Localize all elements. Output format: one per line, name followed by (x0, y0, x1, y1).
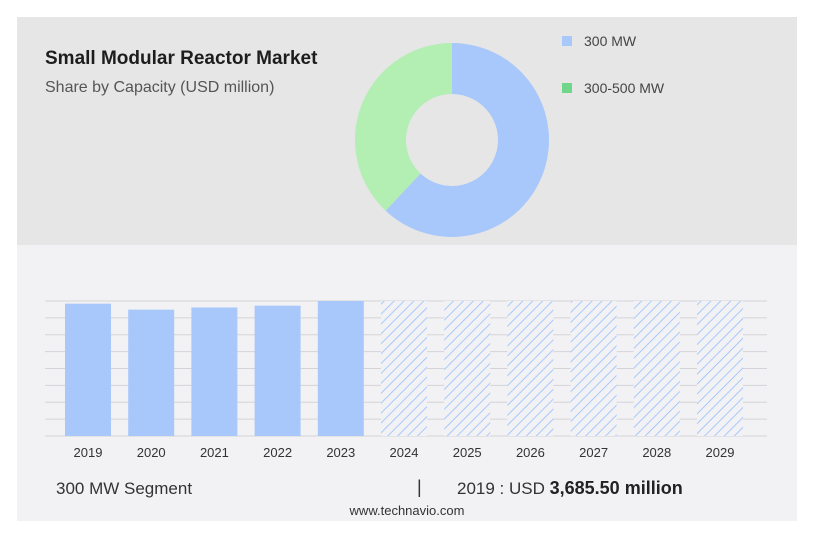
legend-label-300-500mw: 300-500 MW (584, 80, 665, 96)
x-tick-label: 2024 (390, 445, 419, 460)
x-tick-label: 2023 (326, 445, 355, 460)
x-tick-label: 2019 (74, 445, 103, 460)
x-tick-label: 2026 (516, 445, 545, 460)
bar-2019 (65, 303, 111, 436)
chart-subtitle: Share by Capacity (USD million) (45, 79, 275, 96)
forecast-bar-2028 (633, 301, 680, 436)
share-panel: Small Modular Reactor Market Share by Ca… (17, 17, 797, 245)
legend-label-300mw: 300 MW (584, 33, 637, 49)
legend-item-300mw: 300 MW (562, 33, 636, 49)
segment-stat-value: 3,685.50 million (549, 478, 683, 498)
footer-separator: | (417, 477, 422, 497)
legend-swatch-300mw (562, 36, 572, 46)
legend-item-300-500mw: 300-500 MW (562, 80, 664, 96)
x-tick-label: 2027 (579, 445, 608, 460)
forecast-bar-2026 (507, 301, 554, 436)
x-tick-label: 2028 (642, 445, 671, 460)
chart-title: Small Modular Reactor Market (45, 48, 318, 69)
x-tick-label: 2022 (263, 445, 292, 460)
yearly-bar-chart: 2019 2020 2021 2022 2023 2024 2025 2026 2027 2028… (45, 300, 767, 460)
x-tick-label: 2025 (453, 445, 482, 460)
forecast-bar-2025 (444, 301, 491, 436)
bar-2023 (317, 301, 364, 436)
x-tick-label: 2020 (137, 445, 166, 460)
bar-2020 (128, 309, 175, 436)
forecast-bar-2029 (697, 301, 743, 436)
segment-label: 300 MW Segment (56, 479, 193, 498)
donut-slice-1 (355, 43, 452, 211)
forecast-bar-2024 (381, 301, 427, 436)
segment-stat-prefix: 2019 : USD (457, 479, 545, 498)
legend-swatch-300-500mw (562, 83, 572, 93)
bar-2022 (254, 305, 301, 436)
x-tick-label: 2021 (200, 445, 229, 460)
share-donut-chart (355, 43, 549, 237)
segment-stat: 2019 : USD 3,685.50 million (457, 478, 683, 499)
forecast-bar-2027 (570, 301, 617, 436)
bar-2021 (191, 307, 238, 436)
donut-slice-0 (385, 43, 549, 237)
source-link[interactable]: www.technavio.com (349, 503, 465, 518)
infographic-card: Small Modular Reactor Market Share by Ca… (17, 17, 797, 521)
x-tick-label: 2029 (706, 445, 735, 460)
